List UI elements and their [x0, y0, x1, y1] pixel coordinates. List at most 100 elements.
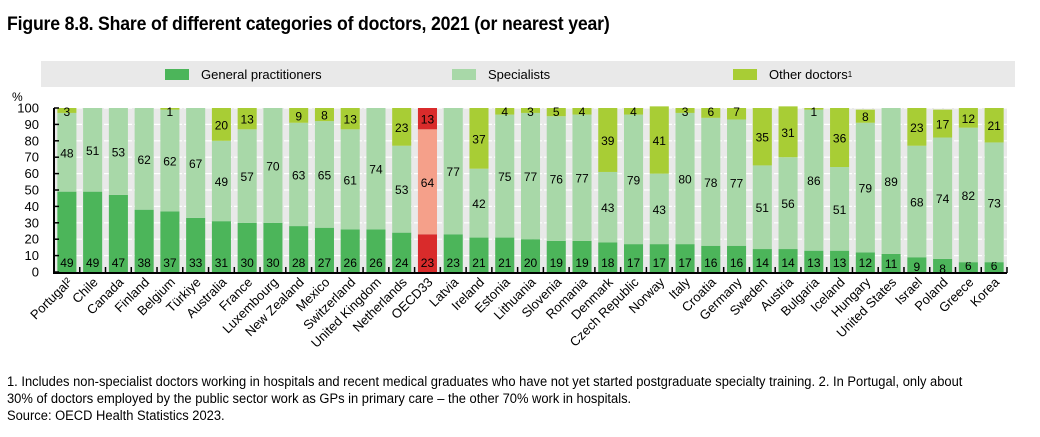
data-label: 53 [112, 145, 126, 159]
data-label: 67 [189, 157, 203, 171]
bar-segment-general-practitioners [649, 244, 669, 272]
bar-segment-general-practitioners [881, 253, 901, 272]
data-label: 24 [395, 256, 409, 270]
data-label: 19 [575, 256, 589, 270]
bar-group-korea: 6 73 21 [984, 108, 1004, 273]
bar-segment-general-practitioners [675, 244, 695, 272]
bar-group-ireland: 21 42 37 [469, 108, 489, 272]
bar-group-denmark: 18 43 39 [598, 108, 618, 272]
bar-segment-other-doctors [572, 108, 592, 115]
data-label: 79 [859, 182, 873, 196]
bar-segment-general-practitioners [366, 229, 386, 272]
data-label: 47 [112, 256, 126, 270]
bar-segment-other-doctors [598, 108, 618, 172]
bar-segment-specialists [520, 112, 541, 240]
data-label: 31 [215, 256, 229, 270]
bar-group-belgium: 37 62 1 [160, 105, 180, 272]
bar-segment-other-doctors [830, 108, 850, 168]
bar-segment-general-practitioners [701, 245, 721, 272]
bar-segment-other-doctors [984, 108, 1004, 143]
bar-segment-general-practitioners [958, 262, 978, 272]
bar-segment-general-practitioners [778, 249, 798, 272]
bar-segment-specialists [237, 129, 257, 223]
data-label: 78 [704, 176, 718, 190]
bar-segment-specialists [623, 114, 644, 245]
bar-segment-specialists [83, 108, 103, 192]
bar-group-t-rkiye: 33 67 [186, 108, 206, 272]
data-label: 18 [601, 256, 615, 270]
bar-segment-other-doctors [469, 108, 489, 169]
data-label: 17 [678, 256, 692, 270]
data-label: 13 [807, 256, 821, 270]
x-tick-label-portugal: Portugal² [27, 274, 75, 322]
data-label: 3 [64, 105, 71, 119]
bar-segment-general-practitioners [623, 244, 644, 272]
stacked-bar-chart: 4948349514753386237621336731492030571330… [12, 90, 1008, 351]
legend-label-other: Other doctors [769, 67, 848, 82]
data-label: 37 [472, 132, 486, 146]
bar-segment-general-practitioners [108, 194, 128, 272]
bar-segment-specialists [830, 167, 850, 251]
data-label: 6 [965, 259, 972, 273]
bars-layer: 4948349514753386237621336731492030571330… [57, 105, 1004, 276]
y-tick-label: 50 [25, 183, 39, 198]
data-label: 4 [501, 105, 508, 119]
data-label: 53 [395, 183, 409, 197]
bar-group-latvia: 23 77 [443, 108, 463, 272]
bar-group-austria: 14 56 31 [778, 106, 798, 272]
bar-segment-other-doctors [417, 108, 438, 130]
data-label: 37 [163, 256, 177, 270]
bar-segment-general-practitioners [520, 239, 541, 272]
data-label: 20 [215, 118, 229, 132]
bar-segment-other-doctors [211, 108, 231, 141]
data-label: 74 [369, 163, 383, 177]
data-label: 42 [472, 197, 486, 211]
chart-notes: 1. Includes non-specialist doctors worki… [7, 373, 997, 424]
legend-swatch-gp [165, 69, 189, 80]
bar-segment-other-doctors [804, 108, 824, 110]
y-tick-label: 90 [25, 117, 39, 132]
data-label: 21 [472, 256, 486, 270]
bar-segment-general-practitioners [134, 209, 154, 272]
bar-group-canada: 47 53 [108, 108, 128, 272]
y-tick-label: 70 [25, 150, 39, 165]
data-label: 75 [498, 170, 512, 184]
bar-group-czech-republic: 17 79 4 [623, 105, 644, 272]
legend-item-other-doctors: Other doctors 1 [733, 67, 852, 82]
bar-segment-general-practitioners [443, 234, 463, 272]
bar-segment-specialists [417, 129, 438, 235]
bar-group-italy: 17 80 3 [675, 105, 695, 272]
data-label: 11 [885, 257, 898, 271]
bar-segment-other-doctors [160, 108, 180, 110]
bar-group-portugal: 49 48 3 [57, 105, 77, 272]
data-label: 13 [344, 113, 358, 127]
data-label: 49 [86, 256, 100, 270]
bar-group-new-zealand: 28 63 9 [289, 108, 309, 272]
data-label: 6 [707, 105, 714, 119]
data-label: 86 [807, 174, 821, 188]
data-label: 63 [292, 168, 306, 182]
y-tick-label: 10 [25, 248, 39, 263]
data-label: 21 [987, 119, 1001, 133]
data-label: 43 [653, 203, 667, 217]
y-tick-label: 80 [25, 133, 39, 148]
data-label: 5 [553, 105, 560, 119]
data-label: 13 [833, 256, 847, 270]
data-label: 17 [936, 118, 950, 132]
legend-swatch-other [733, 69, 757, 80]
bar-segment-specialists [907, 145, 927, 258]
bar-segment-specialists [289, 122, 309, 227]
bar-segment-specialists [855, 122, 875, 253]
bar-segment-specialists [804, 109, 824, 251]
data-label: 51 [833, 203, 847, 217]
bar-group-greece: 6 82 12 [958, 108, 978, 273]
x-tick-label-korea: Korea [967, 274, 1003, 310]
bar-group-sweden: 14 51 35 [752, 108, 772, 272]
bar-segment-specialists [958, 127, 978, 263]
bar-segment-other-doctors [314, 108, 334, 122]
bar-segment-other-doctors [778, 106, 798, 158]
bar-segment-other-doctors [289, 108, 309, 123]
bar-segment-specialists [263, 108, 283, 223]
data-label: 43 [601, 201, 615, 215]
data-label: 3 [682, 105, 689, 119]
